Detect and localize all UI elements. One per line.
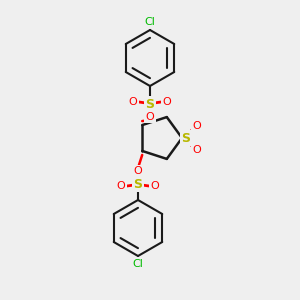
Text: O: O (163, 97, 171, 107)
Text: O: O (146, 112, 154, 122)
Text: S: S (134, 178, 142, 190)
Text: S: S (146, 98, 154, 110)
Text: O: O (117, 181, 125, 191)
Text: Cl: Cl (145, 17, 155, 27)
Text: O: O (129, 97, 137, 107)
Text: O: O (134, 166, 142, 176)
Text: O: O (151, 181, 159, 191)
Text: Cl: Cl (133, 259, 143, 269)
Text: S: S (182, 131, 190, 145)
Text: O: O (193, 121, 201, 131)
Text: O: O (193, 145, 201, 155)
